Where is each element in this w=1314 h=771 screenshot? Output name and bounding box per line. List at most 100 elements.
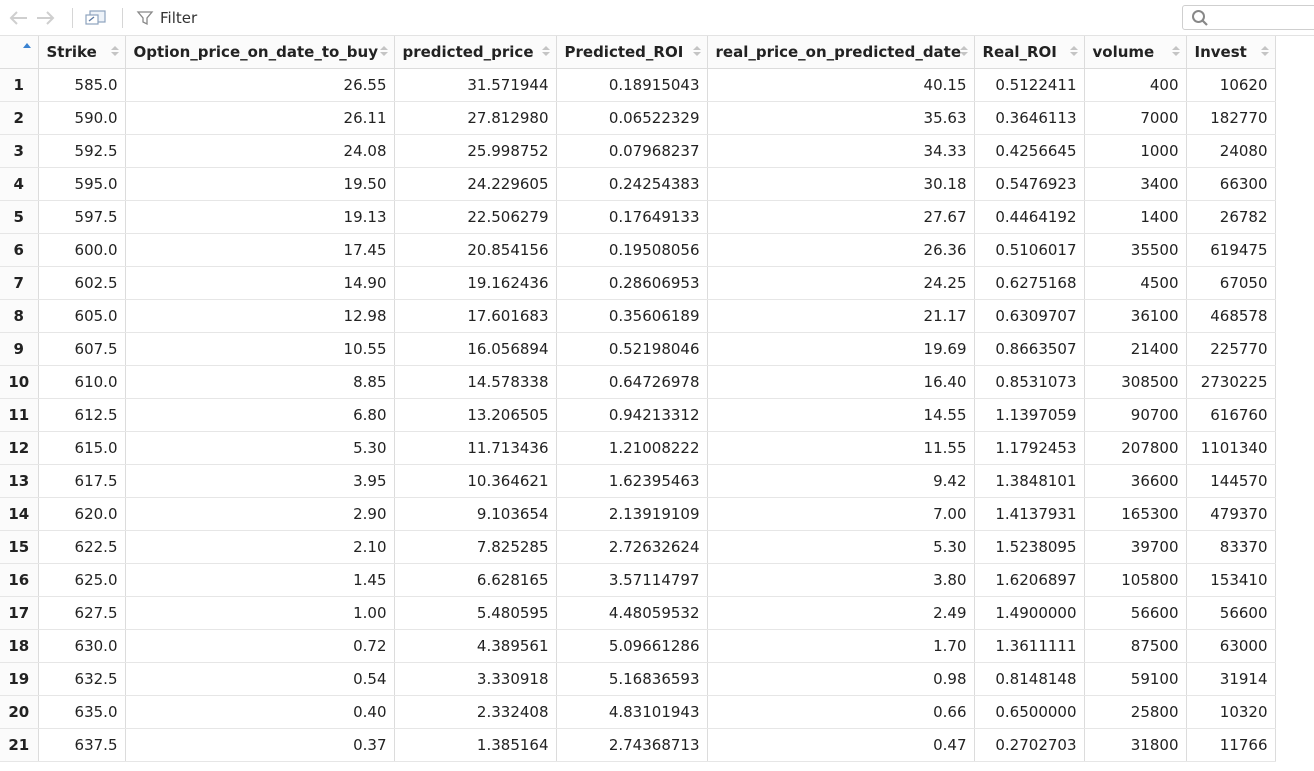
cell-real-roi: 1.5238095 [974, 530, 1085, 564]
cell-volume: 56600 [1084, 596, 1187, 630]
row-number: 11 [0, 398, 39, 432]
cell-real-roi: 0.6500000 [974, 695, 1085, 729]
column-header-label: Predicted_ROI [564, 42, 684, 61]
cell-predicted-price: 24.229605 [394, 167, 557, 201]
back-arrow-icon[interactable] [8, 9, 30, 31]
cell-real-roi: 0.4256645 [974, 134, 1085, 168]
table-row: 17 627.5 1.00 5.480595 4.48059532 2.49 1.49000… [0, 596, 1276, 630]
column-header-predicted-price[interactable]: predicted_price [394, 36, 557, 69]
column-header-invest[interactable]: Invest [1186, 36, 1276, 69]
cell-predicted-price: 13.206505 [394, 398, 557, 432]
sort-arrows-icon [1171, 46, 1180, 56]
table-row: 14 620.0 2.90 9.103654 2.13919109 7.00 1.41379… [0, 497, 1276, 531]
cell-volume: 7000 [1084, 101, 1187, 135]
cell-volume: 25800 [1084, 695, 1187, 729]
sort-arrows-icon [959, 46, 968, 56]
table-row: 20 635.0 0.40 2.332408 4.83101943 0.66 0.65000… [0, 695, 1276, 729]
row-number: 21 [0, 728, 39, 762]
cell-invest: 10620 [1186, 68, 1276, 102]
cell-predicted-roi: 0.24254383 [556, 167, 708, 201]
column-header-strike[interactable]: Strike [38, 36, 126, 69]
cell-real-roi: 1.4137931 [974, 497, 1085, 531]
column-header-predicted-roi[interactable]: Predicted_ROI [556, 36, 708, 69]
table-row: 9 607.5 10.55 16.056894 0.52198046 19.69 0.866… [0, 332, 1276, 366]
cell-predicted-roi: 0.52198046 [556, 332, 708, 366]
column-header-real-price[interactable]: real_price_on_predicted_date [707, 36, 975, 69]
row-number: 17 [0, 596, 39, 630]
cell-real-roi: 1.1792453 [974, 431, 1085, 465]
sort-arrows-icon [1069, 46, 1078, 56]
search-input[interactable] [1213, 9, 1314, 26]
row-number: 2 [0, 101, 39, 135]
table-row: 15 622.5 2.10 7.825285 2.72632624 5.30 1.52380… [0, 530, 1276, 564]
cell-strike: 602.5 [38, 266, 126, 300]
cell-strike: 600.0 [38, 233, 126, 267]
table-row: 7 602.5 14.90 19.162436 0.28606953 24.25 0.627… [0, 266, 1276, 300]
column-header-label: Strike [46, 42, 97, 61]
cell-predicted-price: 20.854156 [394, 233, 557, 267]
cell-volume: 90700 [1084, 398, 1187, 432]
column-header-option-price[interactable]: Option_price_on_date_to_buy [125, 36, 395, 69]
cell-strike: 617.5 [38, 464, 126, 498]
cell-real-price: 16.40 [707, 365, 975, 399]
row-number: 16 [0, 563, 39, 597]
cell-option-price: 3.95 [125, 464, 395, 498]
cell-option-price: 2.90 [125, 497, 395, 531]
cell-real-roi: 0.6275168 [974, 266, 1085, 300]
filter-button[interactable]: Filter [136, 8, 197, 28]
cell-predicted-roi: 2.72632624 [556, 530, 708, 564]
cell-option-price: 8.85 [125, 365, 395, 399]
forward-arrow-icon[interactable] [34, 9, 56, 31]
table-row: 2 590.0 26.11 27.812980 0.06522329 35.63 0.364… [0, 101, 1276, 135]
cell-strike: 610.0 [38, 365, 126, 399]
cell-real-roi: 0.2702703 [974, 728, 1085, 762]
sort-ascending-icon [22, 43, 31, 48]
cell-invest: 619475 [1186, 233, 1276, 267]
cell-option-price: 0.72 [125, 629, 395, 663]
row-number: 18 [0, 629, 39, 663]
cell-predicted-price: 14.578338 [394, 365, 557, 399]
cell-volume: 21400 [1084, 332, 1187, 366]
popout-window-icon[interactable] [84, 9, 108, 31]
cell-strike: 592.5 [38, 134, 126, 168]
cell-strike: 595.0 [38, 167, 126, 201]
cell-invest: 56600 [1186, 596, 1276, 630]
cell-strike: 620.0 [38, 497, 126, 531]
search-box[interactable] [1182, 5, 1314, 30]
table-row: 11 612.5 6.80 13.206505 0.94213312 14.55 1.139… [0, 398, 1276, 432]
cell-predicted-price: 11.713436 [394, 431, 557, 465]
cell-volume: 87500 [1084, 629, 1187, 663]
table-row: 6 600.0 17.45 20.854156 0.19508056 26.36 0.510… [0, 233, 1276, 267]
column-header-real-roi[interactable]: Real_ROI [974, 36, 1085, 69]
cell-real-price: 34.33 [707, 134, 975, 168]
cell-volume: 1000 [1084, 134, 1187, 168]
cell-real-price: 21.17 [707, 299, 975, 333]
column-header-volume[interactable]: volume [1084, 36, 1187, 69]
column-header-label: Real_ROI [982, 42, 1057, 61]
cell-predicted-price: 5.480595 [394, 596, 557, 630]
cell-predicted-price: 4.389561 [394, 629, 557, 663]
toolbar-divider [72, 8, 73, 28]
cell-predicted-price: 17.601683 [394, 299, 557, 333]
cell-real-roi: 1.3848101 [974, 464, 1085, 498]
row-number: 7 [0, 266, 39, 300]
cell-real-price: 26.36 [707, 233, 975, 267]
cell-volume: 1400 [1084, 200, 1187, 234]
sort-arrows-icon [379, 46, 388, 56]
cell-real-price: 0.98 [707, 662, 975, 696]
cell-predicted-roi: 5.16836593 [556, 662, 708, 696]
cell-predicted-roi: 0.07968237 [556, 134, 708, 168]
cell-predicted-roi: 0.18915043 [556, 68, 708, 102]
header-row: Strike Option_price_on_date_to_buy predi… [0, 36, 1276, 69]
cell-option-price: 12.98 [125, 299, 395, 333]
table-row: 3 592.5 24.08 25.998752 0.07968237 34.33 0.425… [0, 134, 1276, 168]
toolbar-divider [122, 8, 123, 28]
cell-real-roi: 1.3611111 [974, 629, 1085, 663]
row-index-header[interactable] [0, 36, 39, 69]
cell-predicted-price: 3.330918 [394, 662, 557, 696]
column-header-label: Option_price_on_date_to_buy [133, 42, 378, 61]
cell-volume: 4500 [1084, 266, 1187, 300]
row-number: 8 [0, 299, 39, 333]
table-row: 16 625.0 1.45 6.628165 3.57114797 3.80 1.62068… [0, 563, 1276, 597]
cell-invest: 479370 [1186, 497, 1276, 531]
